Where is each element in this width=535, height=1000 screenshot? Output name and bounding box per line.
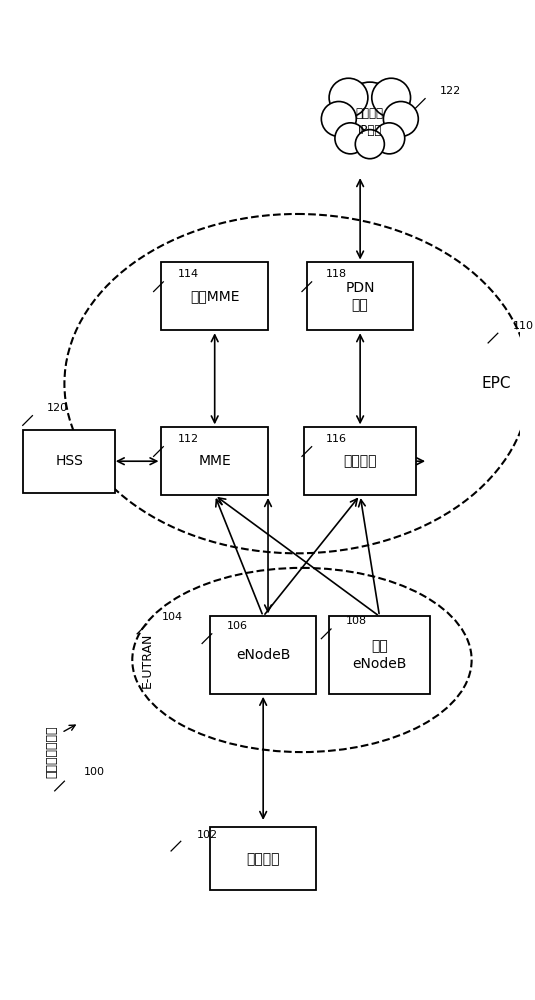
Circle shape (343, 82, 397, 136)
Text: 102: 102 (197, 830, 218, 840)
Text: 114: 114 (178, 269, 199, 279)
Text: 演進型分組系統: 演進型分組系統 (45, 726, 58, 778)
Text: 120: 120 (47, 403, 68, 413)
Text: 用戶裝備: 用戶裝備 (247, 852, 280, 866)
FancyBboxPatch shape (210, 616, 317, 694)
Circle shape (372, 78, 410, 117)
Text: EPC: EPC (481, 376, 510, 391)
FancyBboxPatch shape (162, 427, 268, 495)
Text: 服務網關: 服務網關 (343, 454, 377, 468)
Text: 112: 112 (178, 434, 199, 444)
Text: 運營商的: 運營商的 (356, 107, 384, 120)
FancyBboxPatch shape (210, 827, 317, 890)
Text: HSS: HSS (55, 454, 83, 468)
FancyBboxPatch shape (307, 262, 414, 330)
Text: IP服務: IP服務 (357, 124, 382, 137)
Text: 106: 106 (226, 621, 247, 631)
Text: 104: 104 (162, 612, 182, 622)
FancyBboxPatch shape (328, 616, 431, 694)
Text: E-UTRAN: E-UTRAN (140, 632, 154, 688)
Text: 122: 122 (440, 86, 461, 96)
FancyBboxPatch shape (304, 427, 416, 495)
Text: 108: 108 (346, 616, 366, 626)
Text: 116: 116 (326, 434, 347, 444)
Text: eNodeB: eNodeB (236, 648, 291, 662)
Text: MME: MME (198, 454, 231, 468)
FancyBboxPatch shape (23, 430, 116, 493)
Text: 100: 100 (84, 767, 105, 777)
Text: PDN
網關: PDN 網關 (346, 281, 375, 312)
Text: 110: 110 (513, 321, 533, 331)
Circle shape (374, 123, 405, 154)
FancyBboxPatch shape (162, 262, 268, 330)
Circle shape (355, 130, 384, 159)
Circle shape (322, 102, 356, 136)
Circle shape (329, 78, 368, 117)
Circle shape (335, 123, 366, 154)
Text: 其他
eNodeB: 其他 eNodeB (353, 639, 407, 671)
Circle shape (384, 102, 418, 136)
Text: 其他MME: 其他MME (190, 289, 240, 303)
Text: 118: 118 (326, 269, 347, 279)
